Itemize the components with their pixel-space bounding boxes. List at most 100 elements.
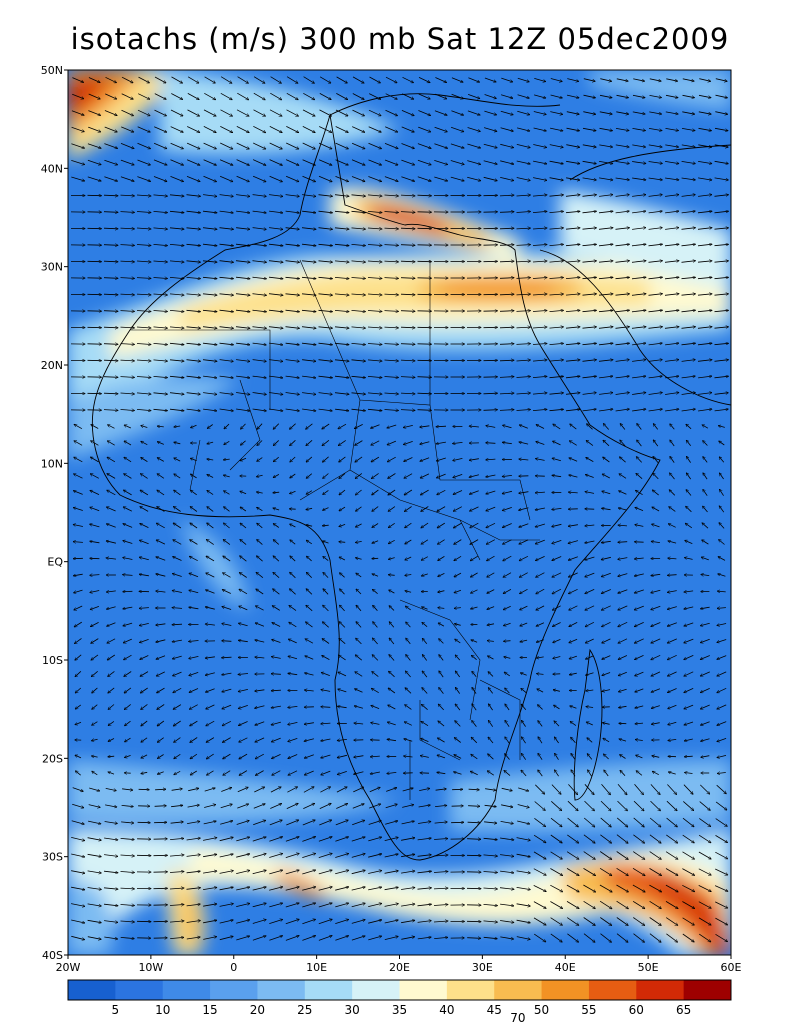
wind-arrow <box>301 326 316 329</box>
wind-arrow <box>697 343 712 346</box>
wind-arrow <box>681 327 696 329</box>
wind-arrow <box>153 294 168 295</box>
wind-arrow <box>615 327 630 329</box>
wind-arrow <box>220 142 233 149</box>
wind-arrow <box>252 227 267 230</box>
wind-arrow <box>153 343 168 344</box>
wind-arrow <box>252 326 267 329</box>
wind-arrow <box>286 76 298 84</box>
wind-arrow <box>153 327 168 328</box>
wind-arrow <box>154 93 166 100</box>
wind-arrow <box>384 143 398 148</box>
wind-arrow <box>368 142 382 148</box>
wind-arrow <box>549 310 564 311</box>
wind-arrow <box>632 128 646 130</box>
wind-arrow <box>351 228 366 229</box>
lat-label: 30S <box>42 851 63 864</box>
wind-arrow <box>120 344 135 345</box>
wind-arrow <box>698 94 711 97</box>
wind-arrow <box>203 159 217 166</box>
wind-arrow <box>599 111 612 114</box>
wind-arrow <box>368 109 381 116</box>
wind-arrow <box>303 76 315 84</box>
wind-arrow <box>103 294 118 295</box>
wind-arrow <box>384 344 399 345</box>
wind-arrow <box>516 327 531 328</box>
wind-arrow <box>137 159 151 165</box>
wind-arrow <box>220 109 233 116</box>
wind-arrow <box>285 277 300 278</box>
wind-arrow <box>714 294 729 295</box>
wind-arrow <box>171 93 182 100</box>
wind-arrow <box>219 309 234 312</box>
wind-arrow <box>71 110 84 116</box>
wind-arrow <box>598 327 613 329</box>
lon-label: 30E <box>472 961 493 974</box>
colorbar-swatch <box>68 980 116 1000</box>
wind-arrow <box>268 326 283 329</box>
wind-arrow <box>665 128 679 130</box>
wind-arrow <box>532 311 547 312</box>
wind-arrow <box>367 294 382 295</box>
wind-arrow <box>285 194 300 197</box>
wind-arrow <box>632 195 646 197</box>
wind-arrow <box>565 310 580 311</box>
wind-arrow <box>252 194 267 197</box>
wind-arrow <box>500 110 513 115</box>
wind-arrow <box>384 212 399 213</box>
wind-arrow <box>631 310 646 313</box>
wind-arrow <box>136 212 151 213</box>
wind-arrow <box>565 327 580 328</box>
colorbar-swatch <box>115 980 164 1000</box>
wind-arrow <box>88 126 101 132</box>
wind-arrow <box>186 228 201 229</box>
wind-arrow <box>699 78 710 82</box>
wind-arrow <box>88 93 101 99</box>
wind-arrow <box>351 176 365 182</box>
wind-arrow <box>549 177 564 181</box>
wind-arrow <box>632 228 646 230</box>
wind-arrow <box>334 343 349 344</box>
wind-arrow <box>714 177 729 180</box>
wind-arrow <box>301 310 316 311</box>
wind-arrow <box>582 310 597 311</box>
colorbar-swatch <box>162 980 211 1000</box>
wind-arrow <box>302 109 315 116</box>
colorbar-swatch <box>304 980 353 1000</box>
wind-arrow <box>186 294 201 295</box>
wind-arrow <box>648 161 663 164</box>
wind-arrow <box>565 277 580 278</box>
wind-arrow <box>367 245 382 246</box>
wind-arrow <box>269 194 283 197</box>
wind-arrow <box>648 211 663 214</box>
wind-arrow <box>400 294 415 295</box>
wind-arrow <box>616 111 628 114</box>
wind-arrow <box>334 194 349 197</box>
wind-arrow <box>104 143 117 149</box>
wind-arrow <box>352 109 365 116</box>
wind-arrow <box>615 144 629 147</box>
wind-arrow <box>566 144 579 148</box>
wind-arrow <box>334 294 349 295</box>
wind-arrow <box>302 142 316 149</box>
wind-arrow <box>285 260 300 263</box>
wind-arrow <box>649 78 661 81</box>
wind-arrow <box>566 111 579 115</box>
wind-arrow <box>286 126 298 132</box>
wind-arrow <box>171 76 183 83</box>
wind-arrow <box>219 210 234 213</box>
wind-arrow <box>599 177 613 180</box>
wind-arrow <box>467 110 480 115</box>
wind-arrow <box>269 142 283 149</box>
lat-label: 10S <box>42 654 63 667</box>
wind-arrow <box>351 343 366 344</box>
wind-arrow <box>169 327 184 328</box>
colorbar-labels: 5 10 15 20 25 30 35 40 45 50 55 60 65 70 <box>112 1003 692 1024</box>
wind-arrow <box>219 359 234 362</box>
lon-label: 60E <box>721 961 742 974</box>
wind-arrow <box>169 228 184 229</box>
wind-arrow <box>351 211 366 212</box>
wind-arrow <box>533 160 547 164</box>
colorbar-swatch <box>446 980 495 1000</box>
wind-arrow <box>615 228 630 230</box>
